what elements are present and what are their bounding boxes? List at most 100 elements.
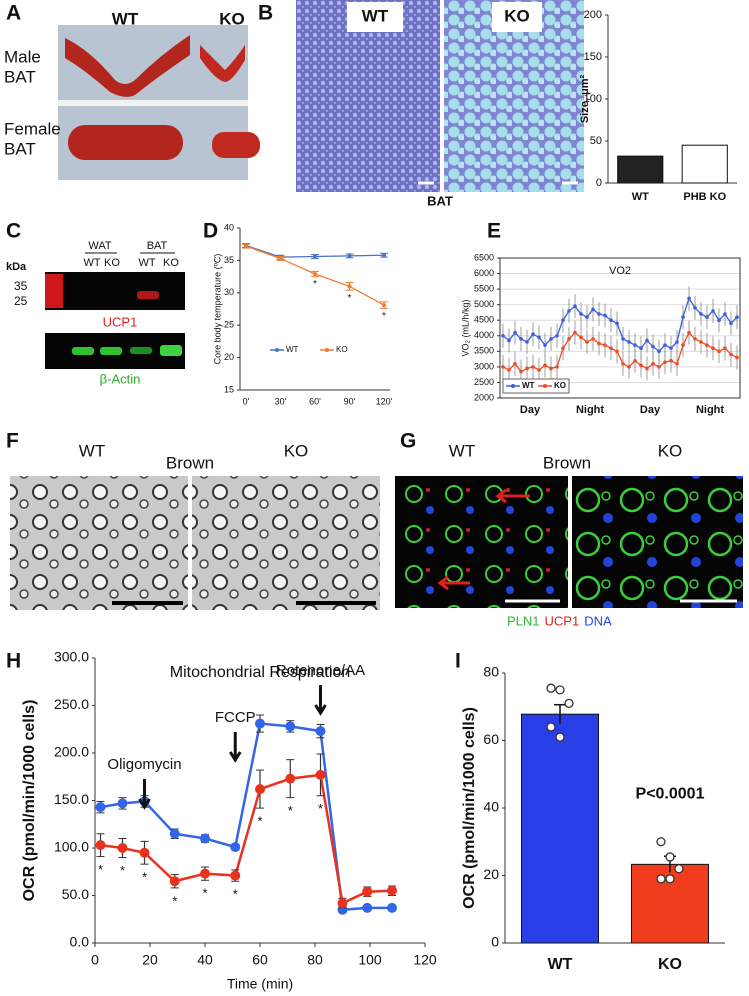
x-tick-label: WT — [548, 956, 573, 973]
data-point — [230, 870, 241, 881]
x-tick-label: 0' — [243, 396, 250, 406]
data-point — [561, 346, 565, 351]
data-point — [513, 330, 517, 335]
data-point — [285, 773, 296, 784]
data-point — [362, 886, 373, 897]
data-point — [693, 337, 697, 341]
data-point — [169, 876, 180, 887]
data-point — [609, 318, 613, 323]
group: BAT — [147, 240, 168, 252]
data-point — [627, 365, 631, 369]
tissue — [65, 35, 190, 97]
data-point — [609, 346, 613, 351]
legend-label: KO — [336, 345, 348, 354]
tissue — [200, 45, 245, 82]
marker: 35 — [14, 279, 28, 293]
data-point — [387, 885, 397, 896]
significance: * — [120, 863, 125, 878]
micrograph — [10, 476, 188, 610]
data-point — [735, 355, 739, 360]
significance: * — [382, 311, 386, 322]
data-point — [603, 313, 607, 318]
data-point — [525, 340, 529, 344]
series-line — [502, 331, 738, 373]
y-tick-label: 150.0 — [54, 791, 89, 807]
data-point — [639, 346, 643, 351]
data-point — [665, 874, 675, 884]
band — [137, 291, 159, 299]
y-tick-label: 3000 — [474, 361, 494, 371]
data-point — [513, 361, 517, 366]
blot-label: β-Actin — [100, 371, 141, 386]
data-point — [729, 352, 733, 357]
data-point — [519, 369, 523, 374]
significance: * — [348, 293, 352, 304]
y-tick-label: 20 — [483, 866, 499, 882]
data-point — [603, 343, 607, 347]
y-tick-label: 25 — [224, 320, 234, 330]
data-point — [347, 253, 352, 258]
x-tick-label: Day — [640, 404, 661, 416]
image-label: WT — [79, 441, 105, 460]
micrograph — [395, 476, 568, 608]
bar — [681, 144, 728, 184]
x-tick-label: 120 — [413, 952, 437, 968]
data-point — [573, 304, 577, 309]
data-point — [139, 847, 150, 858]
bar — [617, 155, 664, 184]
data-point — [615, 349, 619, 354]
data-point — [651, 344, 655, 349]
data-point — [543, 363, 547, 368]
data-point — [723, 312, 727, 316]
data-point — [681, 343, 685, 347]
data-point — [579, 335, 583, 340]
data-point — [278, 256, 283, 261]
data-point — [537, 335, 541, 340]
significance: * — [142, 870, 147, 885]
unit: kDa — [6, 261, 27, 273]
bar — [521, 713, 599, 944]
legend-label: WT — [286, 345, 299, 354]
data-point — [705, 343, 709, 347]
significance: * — [257, 814, 262, 829]
data-point — [693, 305, 697, 310]
image-label: WT — [362, 6, 389, 25]
data-point — [555, 365, 559, 369]
data-point — [681, 315, 685, 319]
data-point — [597, 312, 601, 316]
lane: KO — [163, 257, 179, 269]
data-point — [382, 303, 386, 308]
ladder — [45, 274, 63, 308]
data-point — [313, 254, 317, 259]
x-tick-label: 30' — [275, 396, 287, 406]
panel-label: A — [6, 2, 21, 25]
y-axis-label: Core body temperature (ºC) — [212, 254, 222, 365]
data-point — [645, 338, 649, 343]
data-point — [387, 902, 397, 913]
chart-title: Mitochondrial Respiration — [170, 664, 351, 681]
y-tick-label: 300.0 — [54, 649, 89, 665]
data-point — [675, 361, 679, 366]
significance: * — [233, 887, 238, 902]
data-point — [546, 683, 556, 693]
x-tick-label: Night — [696, 404, 724, 416]
data-point — [717, 349, 721, 354]
annotation-arrow — [314, 685, 327, 716]
y-tick-label: 6000 — [474, 268, 494, 278]
data-point — [687, 296, 691, 301]
row-label: Male — [4, 47, 41, 66]
image-title: Brown — [543, 453, 591, 472]
data-point — [200, 868, 210, 879]
y-tick-label: 200.0 — [54, 744, 89, 760]
x-tick-label: 60 — [252, 952, 268, 968]
y-tick-label: 50 — [590, 135, 602, 147]
x-tick-label: WT — [632, 191, 649, 203]
y-tick-label: 6500 — [474, 252, 494, 262]
data-point — [723, 346, 727, 351]
y-tick-label: 35 — [224, 255, 234, 265]
data-point — [555, 333, 559, 338]
data-point — [711, 346, 715, 351]
data-point — [621, 337, 625, 341]
y-tick-label: 50.0 — [62, 886, 89, 902]
